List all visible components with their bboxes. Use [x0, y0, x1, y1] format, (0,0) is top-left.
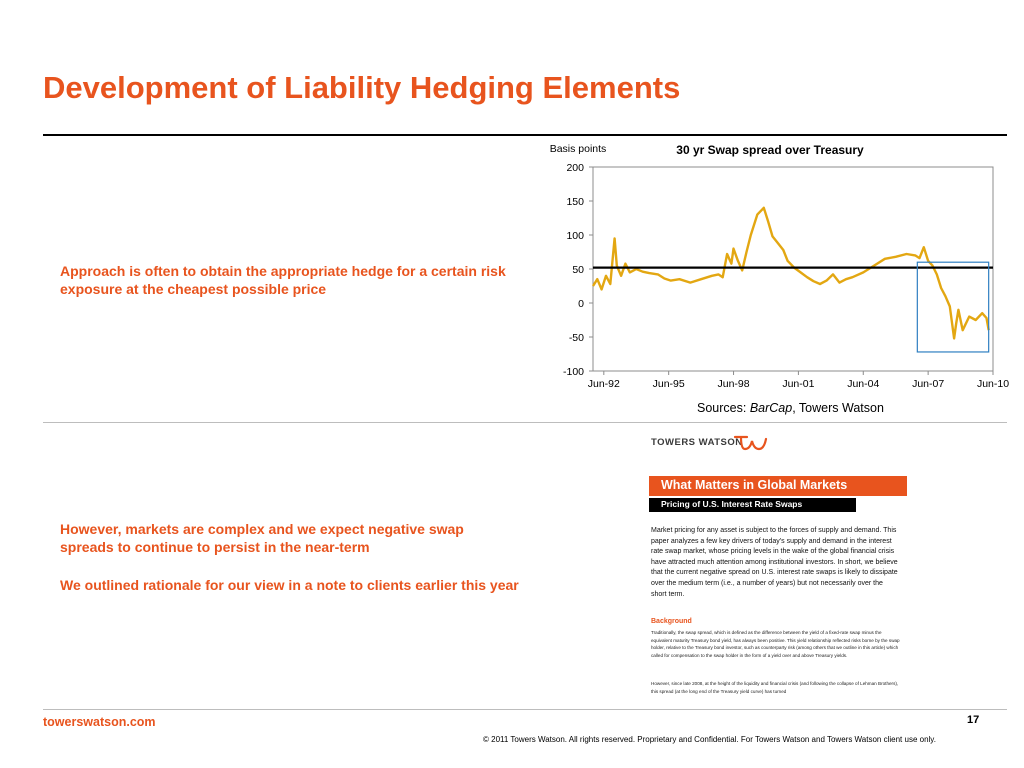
client-note-statement: We outlined rationale for our view in a … [60, 577, 519, 593]
copyright-notice: © 2011 Towers Watson. All rights reserve… [483, 735, 936, 744]
y-tick-label: -50 [569, 332, 584, 344]
sources-prefix: Sources: [697, 401, 750, 415]
y-tick-label: 100 [566, 230, 584, 242]
x-tick-label: Jun-04 [847, 378, 879, 390]
market-complexity-statement: However, markets are complex and we expe… [60, 521, 464, 555]
highlight-box [916, 261, 990, 353]
sources-suffix: , Towers Watson [792, 401, 884, 415]
x-tick-label: Jun-98 [717, 378, 749, 390]
sources-barcap: BarCap [749, 401, 793, 415]
footer-divider [43, 709, 1007, 710]
approach-statement: Approach is often to obtain the appropri… [60, 263, 506, 297]
towers-watson-logo-mark-icon [733, 435, 768, 451]
y-tick-label: 50 [572, 264, 584, 276]
x-tick-label: Jun-01 [782, 378, 814, 390]
document-banner: What Matters in Global Markets [649, 476, 907, 496]
x-tick-label: Jun-95 [653, 378, 685, 390]
document-intro-text: Market pricing for any asset is subject … [651, 527, 898, 598]
swap-spread-series-line [591, 206, 990, 340]
x-tick-label: Jun-10 [977, 378, 1009, 390]
x-tick-label: Jun-92 [588, 378, 620, 390]
towers-watson-logo-text: TOWERS WATSON [651, 437, 743, 448]
y-tick-label: 150 [566, 196, 584, 208]
client-note-thumbnail: TOWERS WATSON What Matters in Global Mar… [643, 428, 911, 700]
swap-spread-chart: 30 yr Swap spread over Treasury Basis poi… [530, 138, 1010, 420]
document-background-text: Traditionally, the swap spread, which is… [651, 630, 900, 659]
chart-title: 30 yr Swap spread over Treasury [676, 143, 864, 157]
page-number: 17 [967, 714, 980, 726]
document-background-text-continued: However, since late 2008, at the height … [651, 681, 899, 694]
title-divider [43, 134, 1007, 136]
footer-website-link[interactable]: towerswatson.com [43, 715, 156, 729]
section-divider [43, 422, 1007, 423]
document-subbanner: Pricing of U.S. Interest Rate Swaps [649, 498, 856, 512]
y-tick-label: -100 [563, 366, 584, 378]
y-tick-label: 0 [578, 298, 584, 310]
document-background-heading: Background [651, 618, 692, 625]
y-axis-label: Basis points [550, 143, 607, 155]
chart-sources: Sources: BarCap, Towers Watson [697, 401, 884, 415]
slide-title: Development of Liability Hedging Element… [43, 70, 681, 105]
x-tick-label: Jun-07 [912, 378, 944, 390]
y-tick-label: 200 [566, 162, 584, 174]
chart-svg: 30 yr Swap spread over Treasury Basis poi… [550, 143, 1010, 390]
